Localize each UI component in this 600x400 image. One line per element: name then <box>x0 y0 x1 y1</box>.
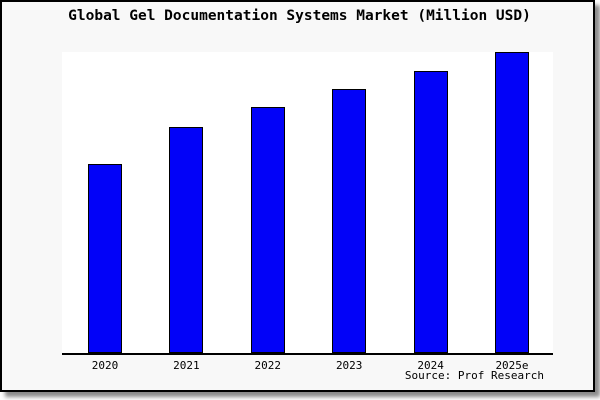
x-axis-label-2025e: 2025e <box>495 359 529 372</box>
x-axis-label-2024: 2024 <box>417 359 444 372</box>
x-axis-label-2022: 2022 <box>254 359 282 372</box>
bar-2021 <box>169 126 204 353</box>
bar-2020 <box>88 164 122 353</box>
source-note: Source: Prof Research <box>404 369 544 382</box>
chart-panel: Global Gel Documentation Systems Market … <box>0 0 595 392</box>
plot-area <box>62 52 553 355</box>
bar-2024 <box>413 70 448 353</box>
bar-2022 <box>250 107 285 353</box>
bar-2025e <box>495 52 529 353</box>
x-axis-label-2020: 2020 <box>91 359 119 372</box>
bar-2023 <box>332 89 367 353</box>
chart-title: Global Gel Documentation Systems Market … <box>68 8 531 24</box>
x-axis-label-2021: 2021 <box>173 359 200 372</box>
x-axis-label-2023: 2023 <box>335 359 363 372</box>
